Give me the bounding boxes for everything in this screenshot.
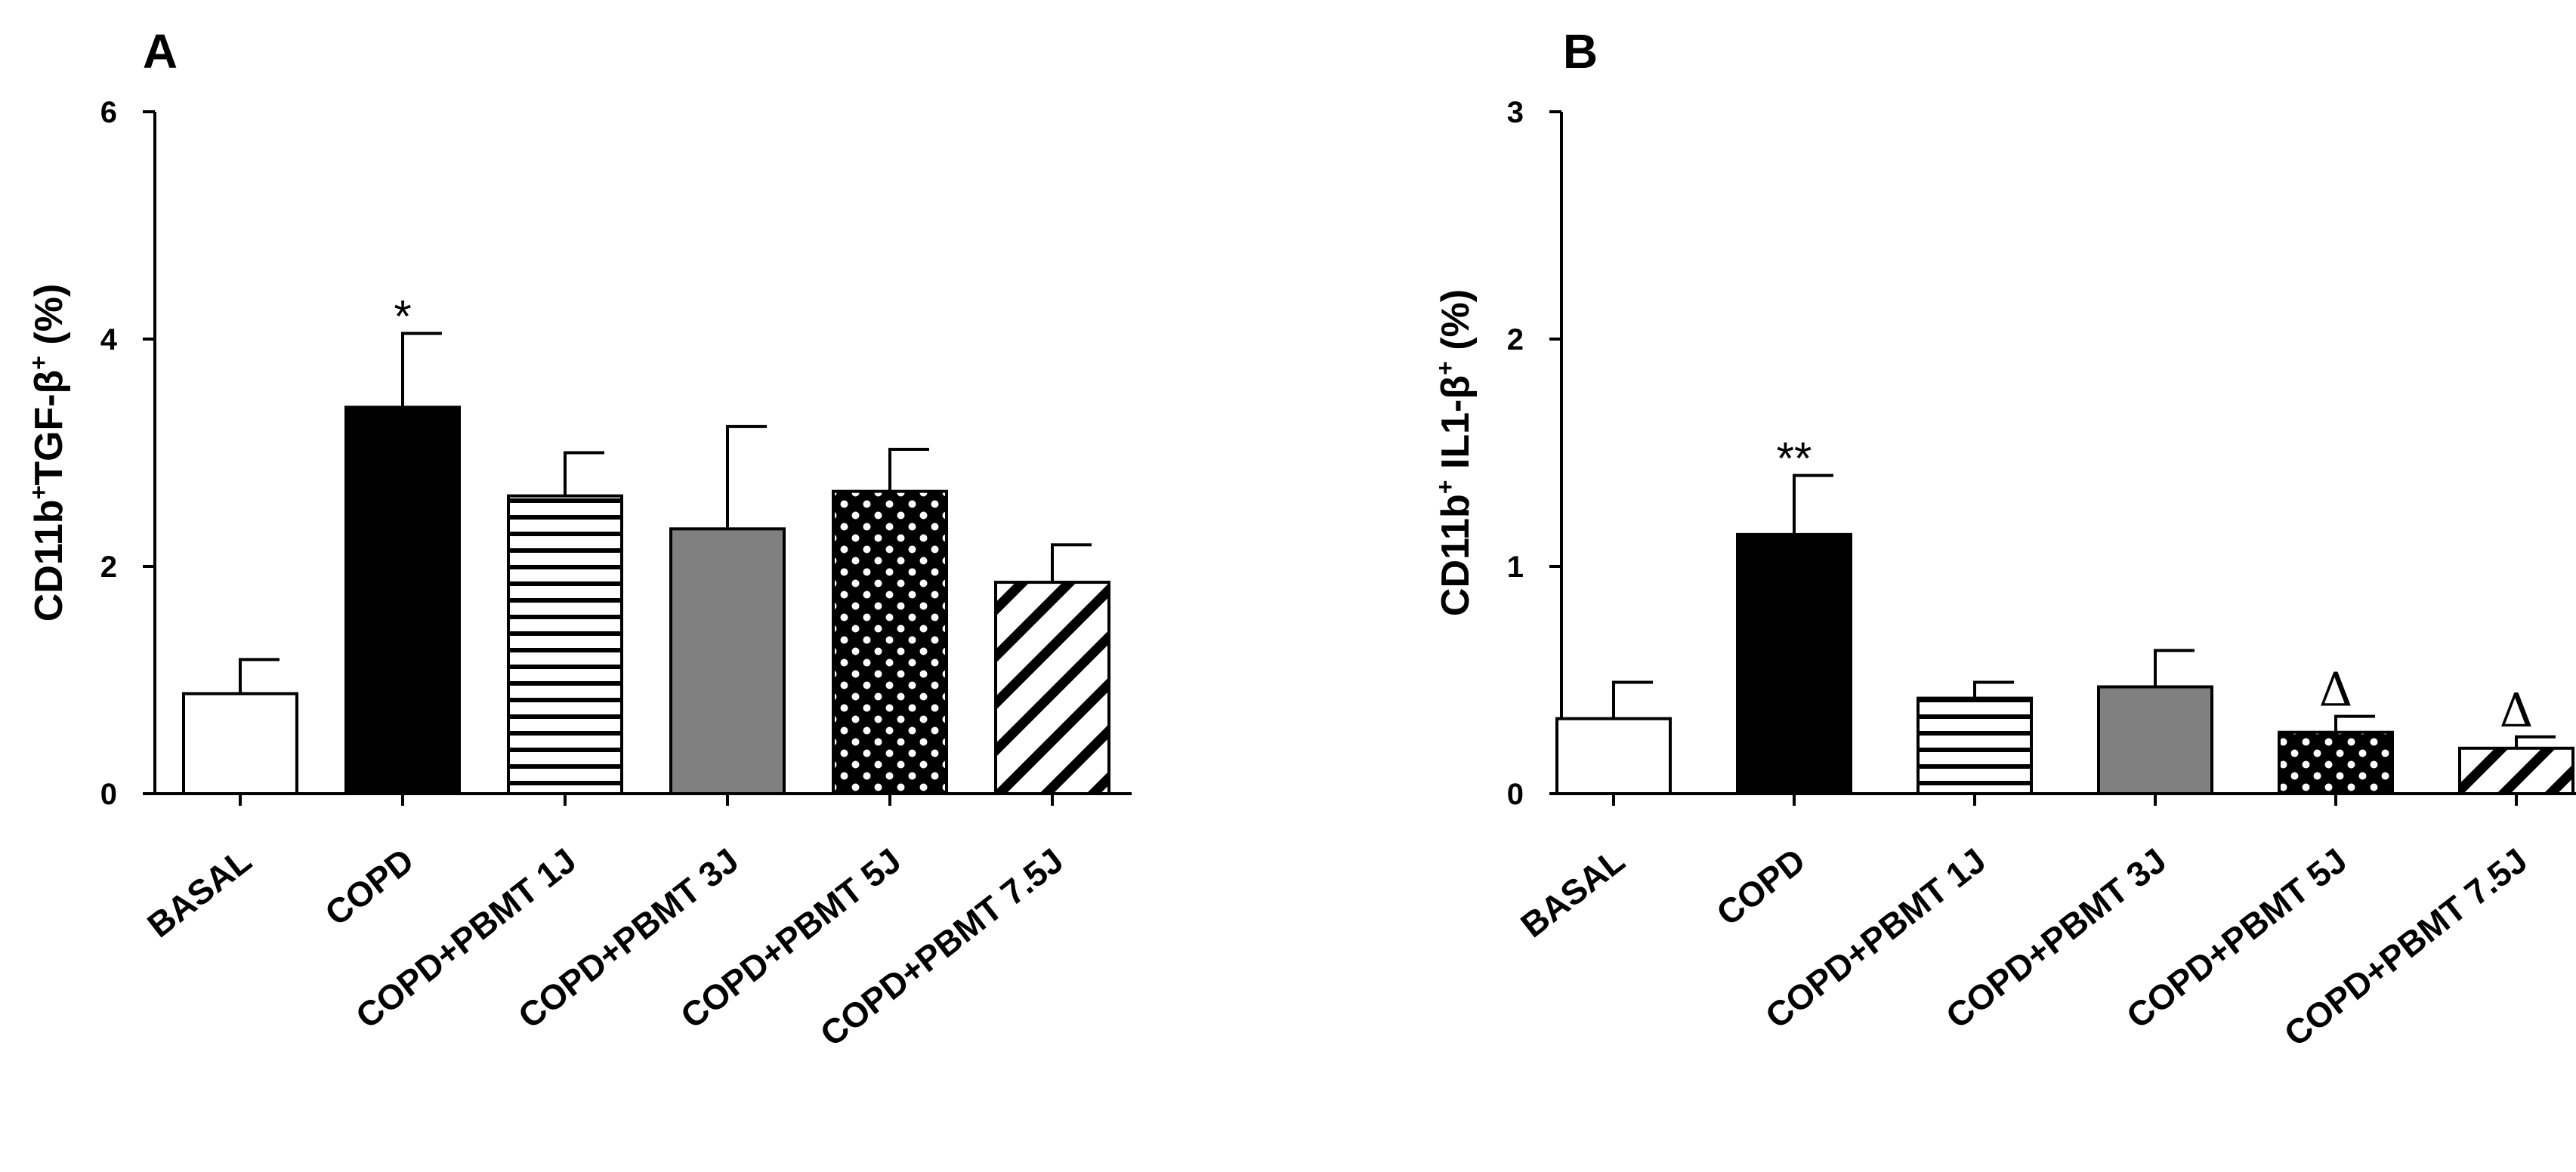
- panel-b-category-label: COPD: [1709, 840, 1812, 933]
- panel-b-category-label: BASAL: [1513, 840, 1632, 945]
- panel-b-bar: [1917, 696, 2033, 796]
- panel-b-y-axis-label: CD11b+ IL1-β+ (%): [1432, 289, 1478, 616]
- panel-a-y-tick-label: 0: [100, 778, 117, 811]
- panel-b-y-tick-label: 2: [1507, 323, 1524, 356]
- panel-a-bar: [507, 494, 623, 795]
- panel-a-significance-marker: *: [394, 291, 411, 341]
- panel-b-y-tick-label: 1: [1507, 551, 1524, 584]
- panel-a-category-label: BASAL: [140, 840, 258, 945]
- panel-b-y-tick-label: 0: [1507, 778, 1524, 811]
- panel-b-y-tick-label: 3: [1507, 96, 1524, 129]
- panel-b-significance-marker: Δ: [2319, 662, 2353, 717]
- panel-b-bar: [1555, 717, 1672, 795]
- panel-a-y-tick-label: 4: [100, 323, 118, 356]
- panel-a-bar: [832, 489, 948, 795]
- panel-a-y-tick-label: 2: [100, 551, 117, 584]
- panel-a-bar: [182, 692, 298, 795]
- panel-a-y-tick-label: 6: [100, 96, 117, 129]
- panel-b-significance-marker: Δ: [2500, 683, 2534, 738]
- panel-b-letter: B: [1563, 24, 1598, 79]
- panel-a-letter: A: [143, 24, 178, 79]
- panel-b-significance-marker: **: [1777, 433, 1812, 484]
- panel-a-y-axis-label: CD11b+TGF-β+ (%): [25, 284, 71, 622]
- panel-a-category-label: COPD: [317, 840, 421, 933]
- panel-b-bar: [1736, 532, 1852, 795]
- panel-b-bar: [2458, 746, 2574, 795]
- panel-a-bar: [344, 406, 461, 795]
- panel-b-bar: [2097, 685, 2213, 796]
- panel-a-bar: [669, 527, 786, 796]
- panel-a-bar: [994, 581, 1110, 795]
- panel-b-bar: [2278, 730, 2394, 795]
